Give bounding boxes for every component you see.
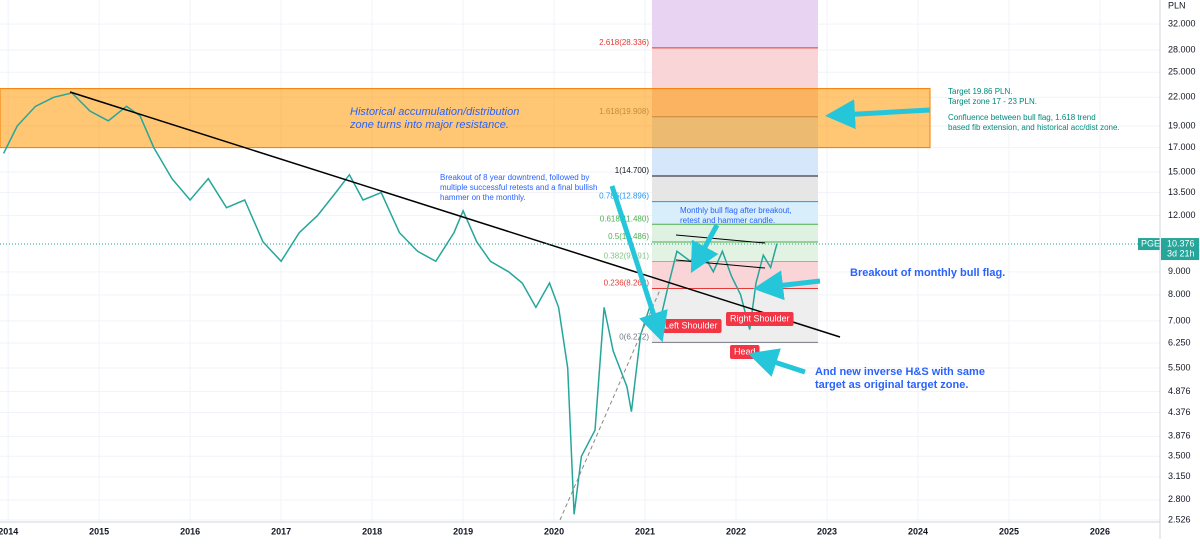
fib-band (652, 201, 818, 225)
fib-label: 2.618(28.336) (599, 38, 649, 47)
fib-band (652, 224, 818, 242)
y-tick-label: 6.250 (1168, 337, 1191, 347)
annotation: Breakout of monthly bull flag. (850, 267, 1005, 279)
x-tick-label: 2016 (180, 526, 200, 536)
y-tick-label: 9.000 (1168, 266, 1191, 276)
x-tick-label: 2019 (453, 526, 473, 536)
y-tick-label: 2.526 (1168, 514, 1191, 524)
y-tick-label: 3.150 (1168, 471, 1191, 481)
annotation: multiple successful retests and a final … (440, 183, 597, 192)
flag-line (675, 234, 766, 244)
x-tick-label: 2015 (89, 526, 109, 536)
x-tick-label: 2024 (908, 526, 928, 536)
y-tick-label: 25.000 (1168, 67, 1196, 77)
annotation: retest and hammer candle. (680, 216, 775, 225)
y-tick-label: 2.800 (1168, 494, 1191, 504)
y-tick-label: 4.376 (1168, 407, 1191, 417)
x-tick-label: 2017 (271, 526, 291, 536)
countdown: 3d 21h (1167, 248, 1195, 258)
fib-label: 0(6.272) (619, 332, 649, 341)
annotation: Breakout of 8 year downtrend, followed b… (440, 173, 589, 182)
y-tick-label: 12.000 (1168, 210, 1196, 220)
arrow (609, 185, 668, 343)
pattern-label-box (726, 312, 794, 326)
annotation: Target 19.86 PLN. (948, 87, 1012, 96)
y-tick-label: 8.000 (1168, 289, 1191, 299)
annotation: zone turns into major resistance. (349, 119, 509, 131)
annotation: based fib extension, and historical acc/… (948, 123, 1120, 132)
y-tick-label: 7.000 (1168, 315, 1191, 325)
arrow (747, 348, 806, 377)
x-tick-label: 2022 (726, 526, 746, 536)
symbol: PGE (1141, 238, 1160, 248)
fib-label: 0.236(8.262) (604, 279, 650, 288)
y-tick-label: 19.000 (1168, 120, 1196, 130)
pattern-label: Left Shoulder (664, 320, 718, 330)
x-tick-label: 2018 (362, 526, 382, 536)
y-tick-label: 28.000 (1168, 45, 1196, 55)
annotation: Confluence between bull flag, 1.618 tren… (948, 113, 1096, 122)
y-tick-label: 5.500 (1168, 362, 1191, 372)
annotation: target as original target zone. (815, 379, 968, 391)
x-tick-label: 2023 (817, 526, 837, 536)
x-tick-label: 2014 (0, 526, 18, 536)
arrow (690, 223, 720, 274)
x-tick-label: 2021 (635, 526, 655, 536)
pattern-label: Head (734, 346, 756, 356)
annotation: Monthly bull flag after breakout, (680, 206, 792, 215)
annotation: Historical accumulation/distribution (350, 106, 519, 118)
y-tick-label: 22.000 (1168, 92, 1196, 102)
y-tick-label: 4.876 (1168, 386, 1191, 396)
y-tick-label: 3.876 (1168, 431, 1191, 441)
currency: PLN (1168, 0, 1186, 10)
flag-line (675, 259, 766, 269)
x-tick-label: 2025 (999, 526, 1019, 536)
pattern-label: Right Shoulder (730, 313, 790, 323)
last-price: 10.376 (1167, 238, 1195, 248)
y-tick-label: 15.000 (1168, 166, 1196, 176)
x-tick-label: 2026 (1090, 526, 1110, 536)
arrow (753, 270, 821, 301)
y-tick-label: 32.000 (1168, 18, 1196, 28)
annotation: And new inverse H&S with same (815, 366, 985, 378)
fib-label: 1(14.700) (615, 166, 650, 175)
last-price-box (1161, 238, 1199, 261)
fib-label: 0.786(12.896) (599, 192, 649, 201)
pattern-label-box (660, 319, 722, 333)
arrow (825, 99, 931, 130)
y-tick-label: 3.500 (1168, 451, 1191, 461)
fib-label: 0.382(9.491) (604, 252, 650, 261)
resistance-zone (0, 88, 931, 149)
symbol-box (1138, 238, 1160, 251)
trend-line (69, 91, 841, 338)
y-tick-label: 13.500 (1168, 187, 1196, 197)
fib-band (652, 0, 818, 48)
annotation: Target zone 17 - 23 PLN. (948, 97, 1037, 106)
y-tick-label: 17.000 (1168, 142, 1196, 152)
annotation: hammer on the monthly. (440, 193, 526, 202)
fib-band (652, 176, 818, 202)
x-tick-label: 2020 (544, 526, 564, 536)
